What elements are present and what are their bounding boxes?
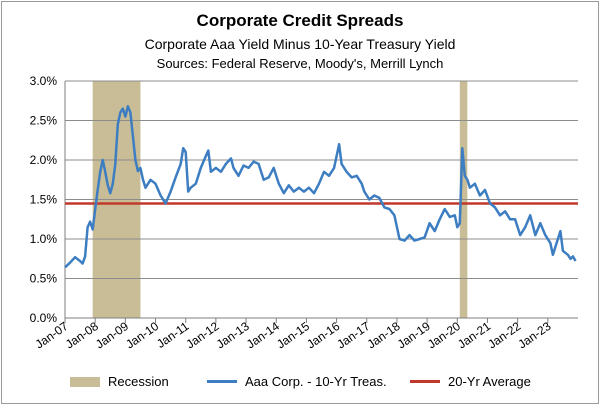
x-tick-label: Jan-14 (244, 319, 282, 352)
y-tick-label: 1.0% (30, 232, 58, 246)
x-tick-label: Jan-22 (485, 319, 523, 352)
y-tick-label: 0.0% (30, 311, 58, 325)
x-tick-label: Jan-11 (154, 319, 192, 351)
legend-item-average: 20-Yr Average (410, 374, 531, 389)
x-tick-label: Jan-18 (365, 319, 403, 352)
chart-source: Sources: Federal Reserve, Moody's, Merri… (156, 56, 444, 71)
y-tick-label: 0.5% (30, 272, 58, 286)
y-tick-label: 2.5% (30, 114, 58, 128)
legend-swatch-average (410, 380, 440, 383)
legend-label-spread: Aaa Corp. - 10-Yr Treas. (245, 374, 387, 389)
chart-plot: 0.0%0.5%1.0%1.5%2.0%2.5%3.0%Jan-07Jan-08… (30, 74, 578, 352)
legend-swatch-spread (207, 380, 237, 383)
x-tick-label: Jan-13 (214, 319, 252, 352)
y-tick-label: 2.0% (30, 153, 58, 167)
y-tick-label: 1.5% (30, 193, 58, 207)
x-tick-label: Jan-23 (515, 319, 553, 352)
x-tick-label: Jan-15 (274, 319, 312, 352)
x-tick-label: Jan-10 (123, 319, 161, 352)
chart-subtitle: Corporate Aaa Yield Minus 10-Year Treasu… (144, 36, 456, 52)
legend-swatch-recession (70, 376, 100, 387)
x-tick-label: Jan-17 (334, 319, 372, 352)
x-tick-label: Jan-21 (455, 319, 493, 352)
y-tick-label: 3.0% (30, 74, 58, 88)
x-tick-label: Jan-09 (93, 319, 131, 352)
x-tick-label: Jan-20 (425, 319, 463, 352)
legend-label-recession: Recession (108, 374, 169, 389)
legend-item-recession: Recession (70, 374, 169, 389)
legend-item-spread: Aaa Corp. - 10-Yr Treas. (207, 374, 387, 389)
x-tick-label: Jan-08 (63, 319, 101, 352)
x-tick-label: Jan-12 (184, 319, 222, 352)
chart-title: Corporate Credit Spreads (196, 11, 404, 30)
x-tick-label: Jan-19 (395, 319, 433, 352)
legend-label-average: 20-Yr Average (448, 374, 531, 389)
x-tick-label: Jan-16 (304, 319, 342, 352)
chart-legend: Recession Aaa Corp. - 10-Yr Treas. 20-Yr… (2, 374, 598, 394)
series-line-spread (64, 105, 577, 269)
